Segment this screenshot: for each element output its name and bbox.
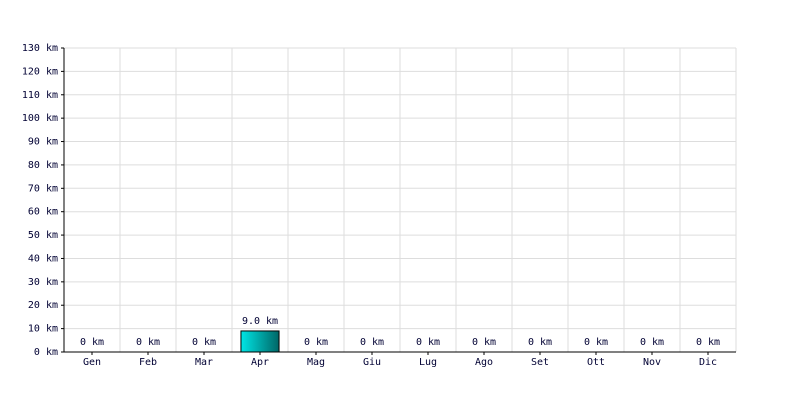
- value-label: 0 km: [472, 337, 496, 348]
- x-tick-label: Gen: [83, 357, 101, 368]
- value-label: 9.0 km: [242, 316, 278, 327]
- value-label: 0 km: [640, 337, 664, 348]
- value-label: 0 km: [80, 337, 104, 348]
- value-label: 0 km: [192, 337, 216, 348]
- x-tick-label: Giu: [363, 357, 381, 368]
- x-tick-label: Feb: [139, 357, 157, 368]
- y-tick-label: 50 km: [28, 230, 58, 241]
- value-label: 0 km: [416, 337, 440, 348]
- x-tick-label: Set: [531, 357, 549, 368]
- y-tick-label: 0 km: [34, 347, 58, 358]
- x-tick-label: Apr: [251, 357, 269, 368]
- y-tick-label: 60 km: [28, 207, 58, 218]
- y-tick-label: 110 km: [22, 90, 58, 101]
- x-tick-label: Ott: [587, 357, 605, 368]
- y-tick-label: 120 km: [22, 66, 58, 77]
- bar: [240, 330, 280, 353]
- y-tick-label: 10 km: [28, 324, 58, 335]
- y-tick-label: 20 km: [28, 300, 58, 311]
- value-label: 0 km: [696, 337, 720, 348]
- x-tick-label: Ago: [475, 357, 493, 368]
- x-tick-label: Nov: [643, 357, 661, 368]
- y-tick-label: 100 km: [22, 113, 58, 124]
- y-tick-label: 40 km: [28, 253, 58, 264]
- value-label: 0 km: [136, 337, 160, 348]
- x-tick-label: Mag: [307, 357, 325, 368]
- y-tick-label: 30 km: [28, 277, 58, 288]
- value-label: 0 km: [304, 337, 328, 348]
- y-tick-label: 70 km: [28, 183, 58, 194]
- x-tick-label: Dic: [699, 357, 717, 368]
- value-label: 0 km: [360, 337, 384, 348]
- value-label: 0 km: [584, 337, 608, 348]
- y-tick-label: 90 km: [28, 137, 58, 148]
- x-tick-label: Mar: [195, 357, 213, 368]
- y-tick-label: 130 km: [22, 43, 58, 54]
- value-label: 0 km: [528, 337, 552, 348]
- y-tick-label: 80 km: [28, 160, 58, 171]
- x-tick-label: Lug: [419, 357, 437, 368]
